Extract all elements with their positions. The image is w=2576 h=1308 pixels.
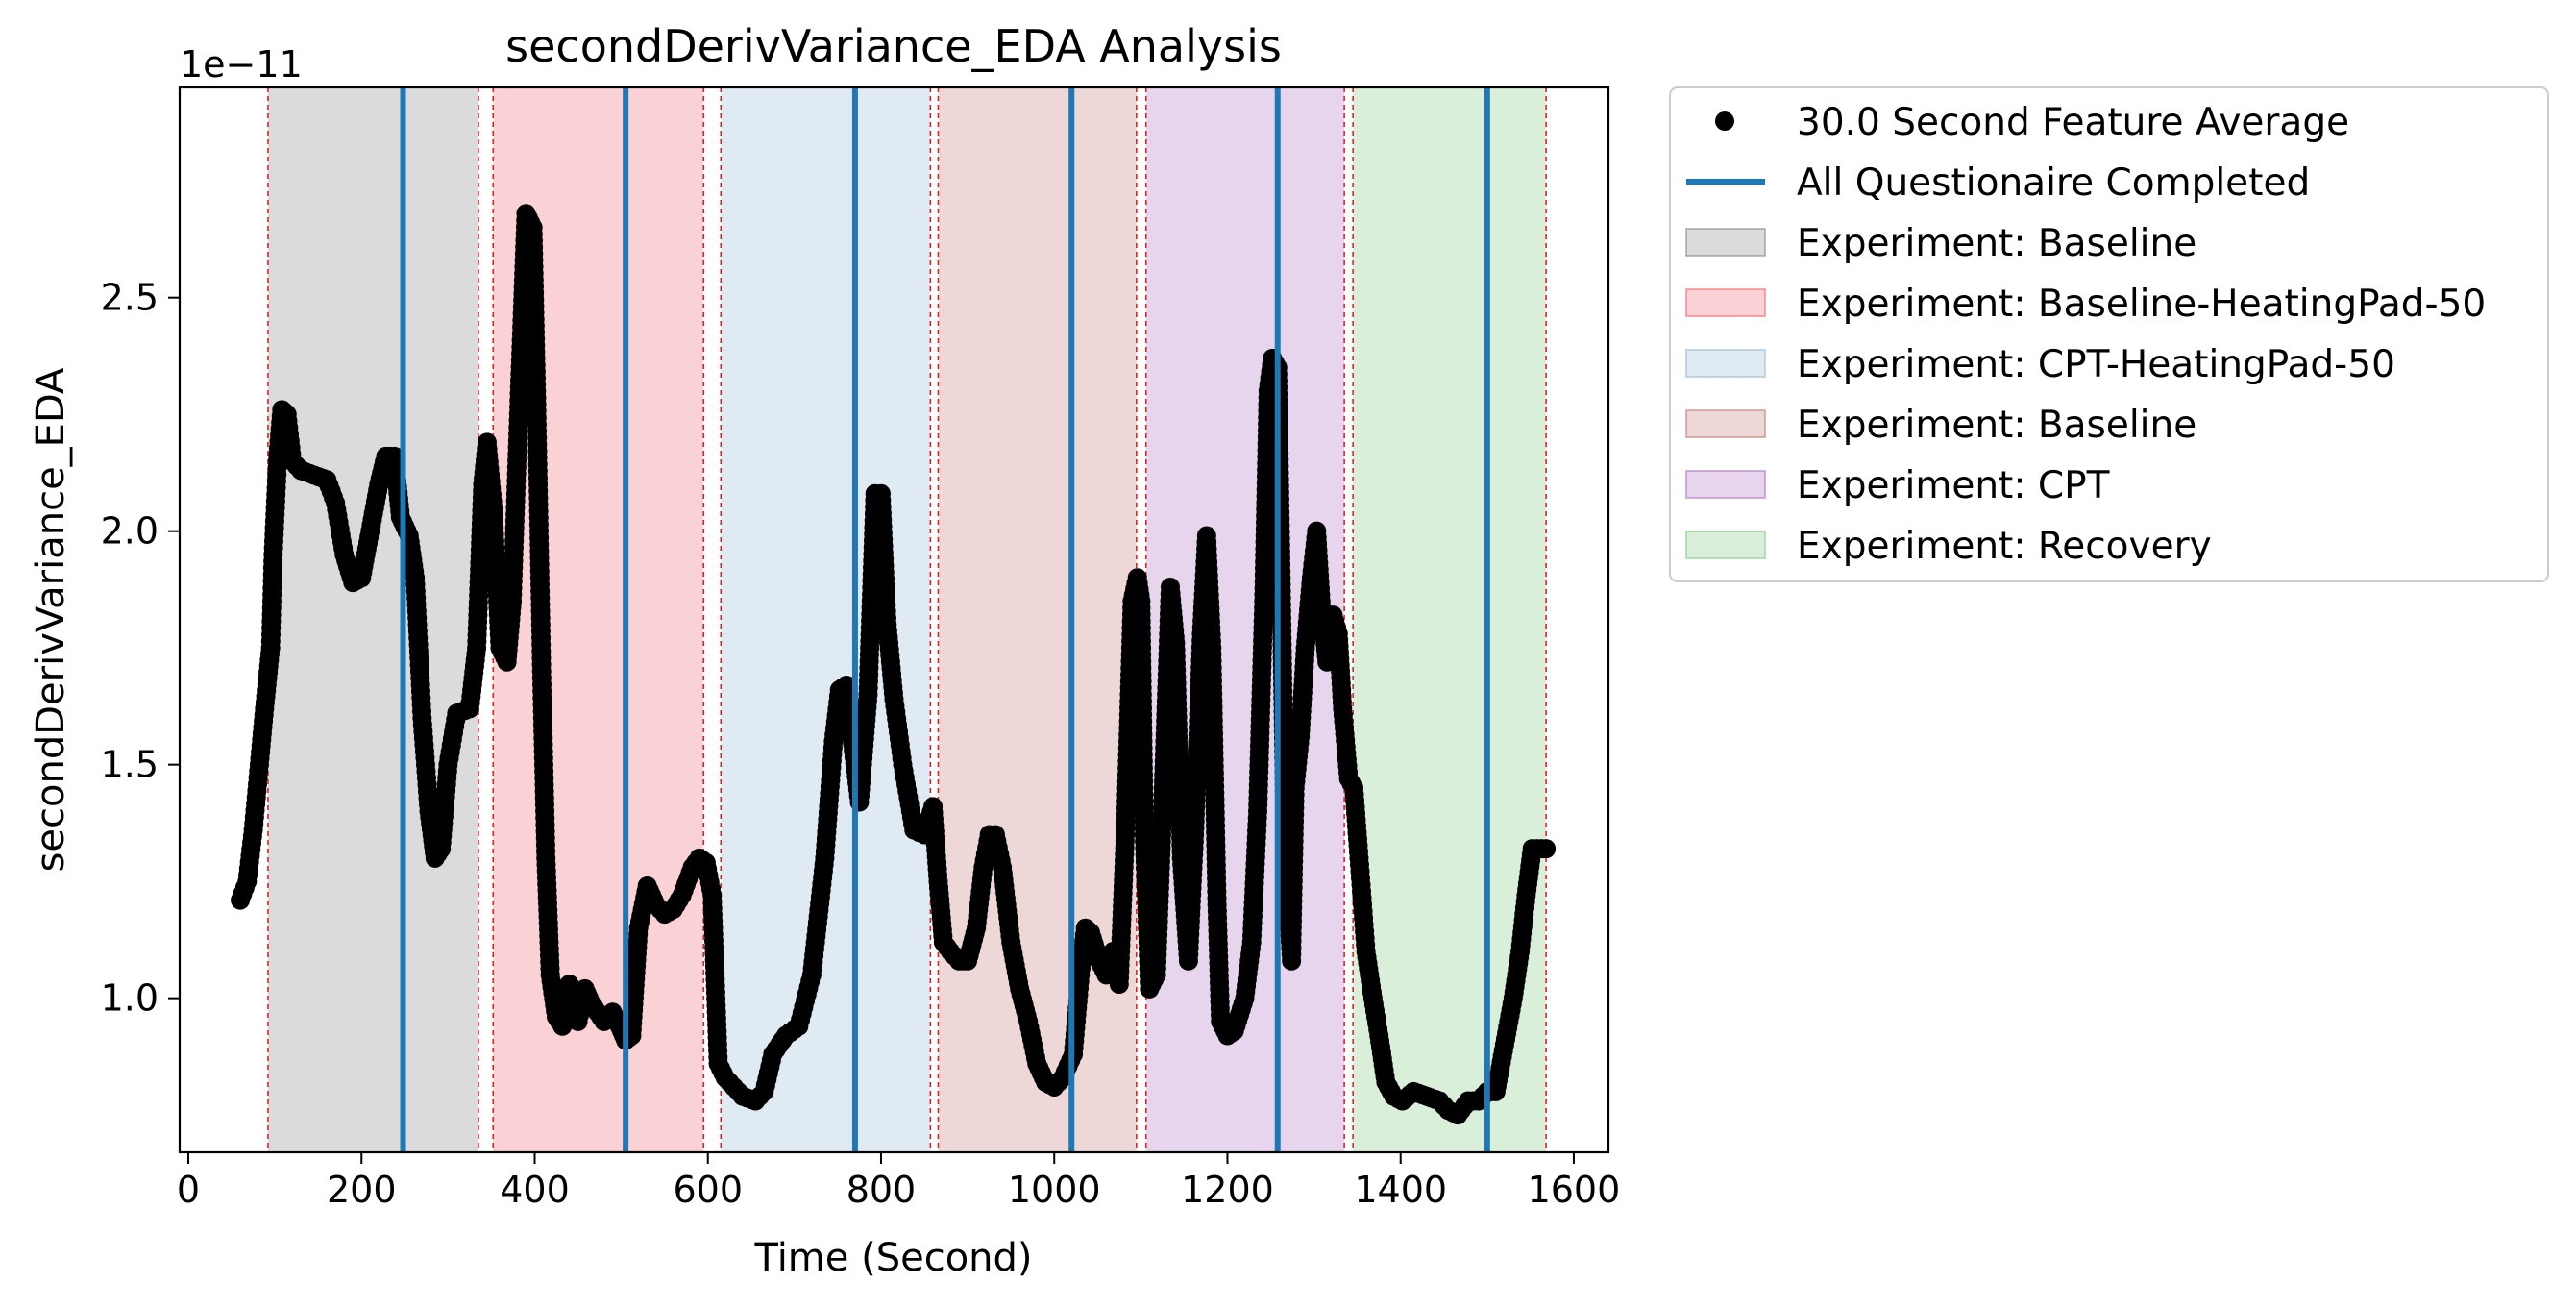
y-tick-label: 2.5 bbox=[101, 277, 159, 319]
x-tick-label: 200 bbox=[327, 1169, 397, 1211]
questionnaire-lines bbox=[400, 87, 1490, 1152]
y-tick-label: 1.0 bbox=[101, 977, 159, 1020]
plot-frame bbox=[178, 86, 1610, 1154]
region-0 bbox=[267, 87, 478, 1152]
legend-label-region: Experiment: Baseline bbox=[1797, 222, 2196, 265]
x-tick-label: 600 bbox=[673, 1169, 743, 1211]
y-axis-ticks: 1.0 1.5 2.0 2.5 bbox=[101, 277, 180, 1020]
legend-swatch-region bbox=[1685, 349, 1766, 378]
x-tick-label: 1600 bbox=[1528, 1169, 1621, 1211]
x-tick-label: 0 bbox=[177, 1169, 200, 1211]
x-tick-label: 1200 bbox=[1181, 1169, 1274, 1211]
legend-swatch-region bbox=[1685, 531, 1766, 559]
y-axis-label: secondDerivVariance_EDA bbox=[29, 367, 73, 872]
legend-swatch-region bbox=[1685, 288, 1766, 317]
data-points bbox=[231, 204, 1557, 1125]
x-tick-label: 400 bbox=[500, 1169, 570, 1211]
x-tick-label: 800 bbox=[846, 1169, 917, 1211]
legend-marker-points bbox=[1715, 111, 1734, 131]
legend: 30.0 Second Feature Average All Questiona… bbox=[1669, 86, 2549, 582]
legend-swatch-region bbox=[1685, 470, 1766, 499]
legend-swatch-region bbox=[1685, 409, 1766, 438]
legend-label-points: 30.0 Second Feature Average bbox=[1797, 101, 2349, 144]
y-tick-label: 1.5 bbox=[101, 744, 159, 786]
x-tick-label: 1400 bbox=[1354, 1169, 1447, 1211]
region-3 bbox=[938, 87, 1137, 1152]
x-axis-label: Time (Second) bbox=[753, 1236, 1032, 1280]
chart-title: secondDerivVariance_EDA Analysis bbox=[505, 20, 1282, 72]
legend-label-region: Experiment: Baseline-HeatingPad-50 bbox=[1797, 283, 2486, 326]
region-2 bbox=[721, 87, 931, 1152]
shaded-regions bbox=[267, 87, 1547, 1152]
y-tick-label: 2.0 bbox=[101, 510, 159, 553]
legend-label-region: Experiment: Recovery bbox=[1797, 525, 2212, 568]
legend-label-questionnaire: All Questionaire Completed bbox=[1797, 161, 2310, 205]
legend-frame bbox=[1669, 86, 2549, 582]
legend-label-region: Experiment: CPT-HeatingPad-50 bbox=[1797, 343, 2395, 386]
legend-label-region: Experiment: CPT bbox=[1797, 464, 2110, 507]
legend-swatch-region bbox=[1685, 228, 1766, 257]
data-point bbox=[1536, 839, 1557, 859]
y-offset-label: 1e−11 bbox=[180, 43, 303, 86]
x-axis-ticks: 0 200 400 600 800 1000 1200 1400 1600 bbox=[177, 1152, 1620, 1211]
x-tick-label: 1000 bbox=[1008, 1169, 1101, 1211]
legend-label-region: Experiment: Baseline bbox=[1797, 404, 2196, 447]
